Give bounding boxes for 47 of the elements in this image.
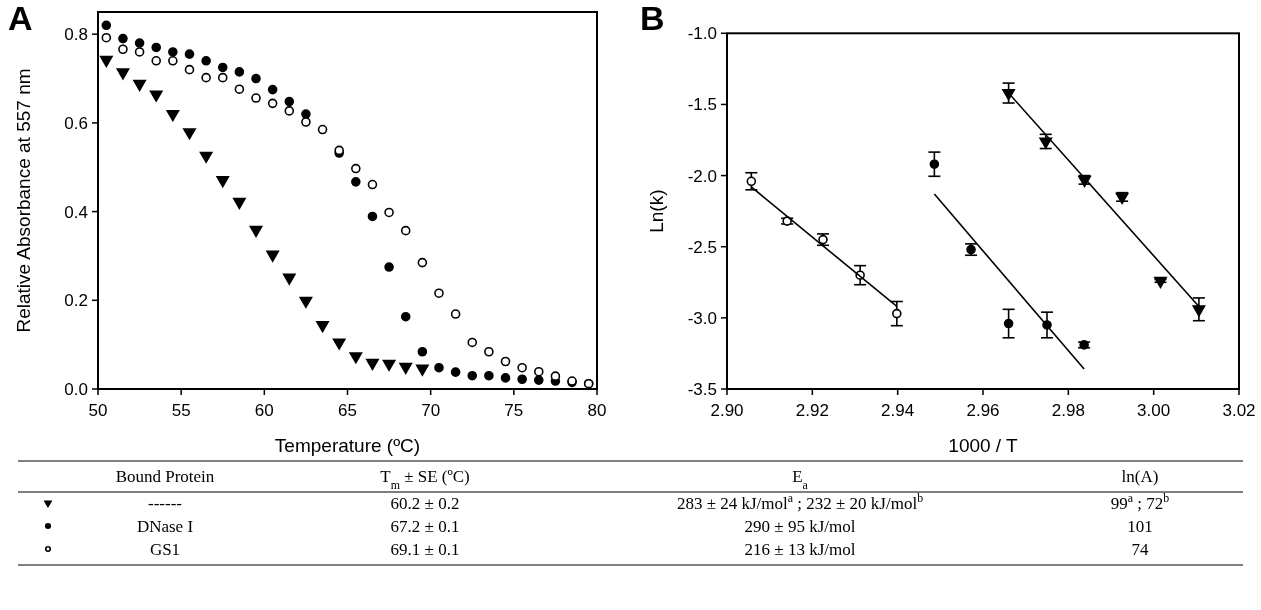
text: GS1	[149, 540, 181, 559]
text: 283 ± 24 kJ/mol$^{a}$ ; 232 ± 20 kJ/mol$^{b}$	[676, 491, 924, 513]
text: ln(A)	[1121, 467, 1159, 486]
y-tick-label: 0.2	[64, 291, 88, 311]
x-tick-label: 2.94	[881, 401, 915, 420]
y-tick-label: 0.8	[64, 25, 88, 45]
text: E$_{a}$	[792, 467, 809, 492]
text: 67.2 ± 0.1	[390, 517, 460, 536]
x-tick-label: 2.98	[1051, 401, 1085, 420]
x-tick-label: 65	[338, 401, 357, 420]
y-tick-label: 0.6	[64, 113, 88, 133]
y-axis-title: Relative Absorbance at 557 nm	[13, 68, 34, 333]
y-tick-label: -2.0	[687, 166, 717, 186]
chart-title: A	[8, 0, 33, 37]
x-tick-label: 60	[254, 401, 274, 420]
x-tick-label: 3.00	[1137, 401, 1171, 420]
x-tick-label: 2.90	[710, 401, 744, 420]
text: DNase I	[136, 517, 194, 536]
text: 216 ± 13 kJ/mol	[744, 540, 856, 559]
x-axis-title: Temperature (ºC)	[274, 435, 421, 456]
y-axis-title: Ln(k)	[646, 189, 667, 233]
text: 69.1 ± 0.1	[390, 540, 460, 559]
x-tick-label: 3.02	[1222, 401, 1256, 420]
text: 101	[1127, 517, 1153, 536]
text: T$_{m}$ ± SE (ºC)	[380, 467, 470, 492]
chart-title: B	[640, 0, 665, 37]
y-tick-label: -3.5	[687, 380, 717, 399]
text: Bound Protein	[115, 467, 215, 486]
x-tick-label: 75	[504, 401, 524, 420]
text: 290 ± 95 kJ/mol	[744, 517, 856, 536]
x-tick-label: 2.92	[795, 401, 829, 420]
y-tick-label: -2.5	[687, 237, 717, 257]
text: 74	[1131, 540, 1149, 559]
x-axis-title: 1000 / T	[948, 435, 1019, 456]
x-tick-label: 55	[171, 401, 191, 420]
y-tick-label: -3.0	[687, 308, 717, 328]
y-tick-label: -1.0	[687, 24, 717, 44]
x-tick-label: 2.96	[966, 401, 1000, 420]
y-tick-label: 0.0	[64, 380, 88, 399]
x-tick-label: 70	[421, 401, 441, 420]
text: ------	[148, 494, 183, 513]
x-tick-label: 50	[88, 401, 108, 420]
x-tick-label: 80	[587, 401, 607, 420]
text: 60.2 ± 0.2	[390, 494, 460, 513]
y-tick-label: -1.5	[687, 95, 717, 115]
y-tick-label: 0.4	[64, 202, 88, 222]
text: 99$^{a}$ ; 72$^{b}$	[1110, 491, 1170, 513]
